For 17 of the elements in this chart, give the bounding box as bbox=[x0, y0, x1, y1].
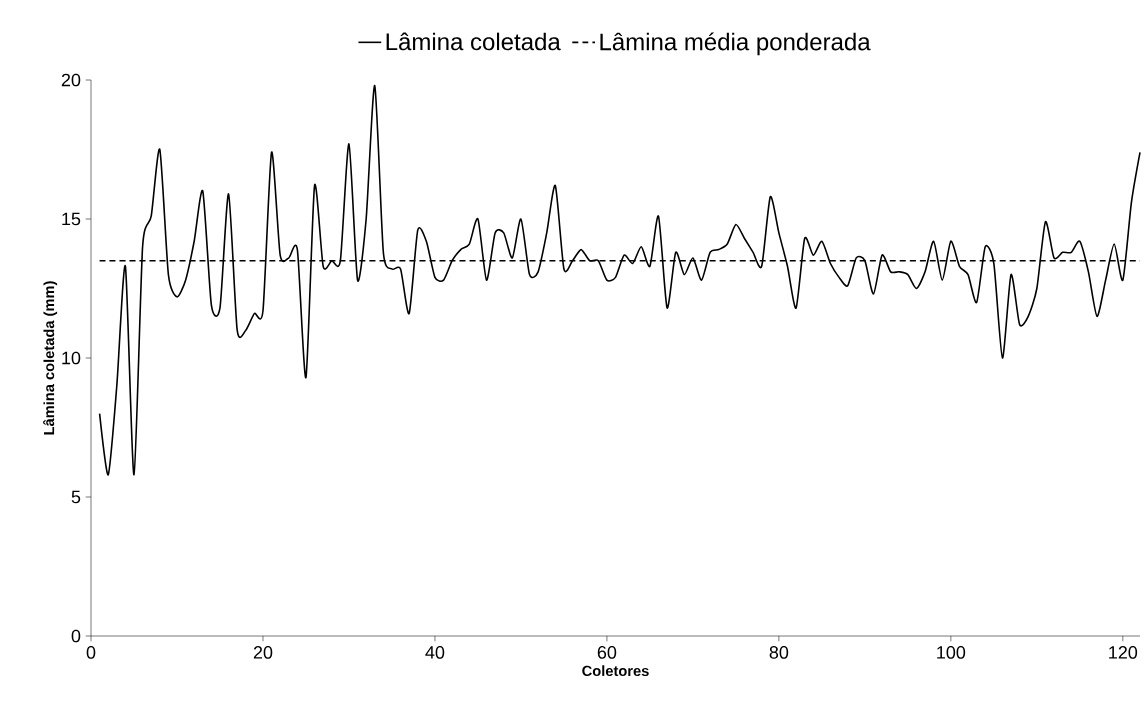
y-tick-label: 5 bbox=[71, 490, 81, 504]
legend-label: Lâmina média ponderada bbox=[600, 32, 871, 56]
line-series bbox=[98, 84, 1141, 476]
x-tick-label: 120 bbox=[1109, 646, 1138, 659]
y-axis-title: Lâmina coletada (mm) bbox=[43, 281, 58, 435]
x-tick-label: 20 bbox=[253, 646, 273, 659]
x-tick-label: 80 bbox=[769, 646, 789, 659]
y-tick-label: 0 bbox=[71, 629, 81, 643]
x-tick-label: 40 bbox=[425, 646, 445, 659]
y-tick-label: 15 bbox=[62, 212, 81, 226]
x-tick-label: 0 bbox=[86, 646, 96, 659]
legend-label: Lâmina coletada bbox=[386, 32, 561, 51]
y-tick-label: 20 bbox=[61, 73, 81, 87]
y-tick-label: 10 bbox=[62, 351, 81, 365]
x-tick-label: 60 bbox=[597, 646, 617, 659]
x-tick-label: 100 bbox=[937, 646, 966, 659]
x-axis-title: Coletores bbox=[582, 665, 649, 677]
